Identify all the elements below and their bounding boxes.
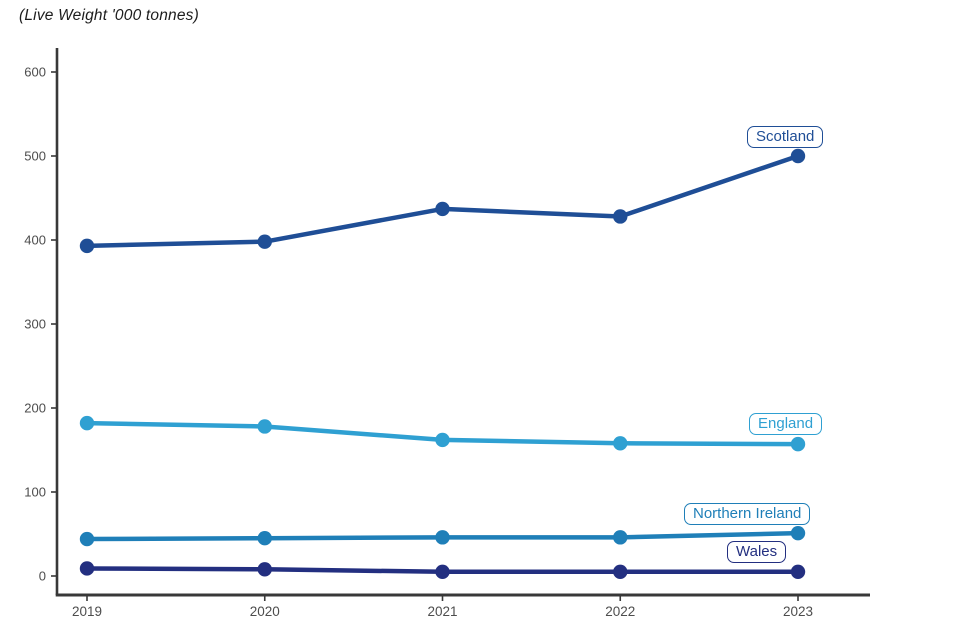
y-tick-label: 600 bbox=[24, 65, 46, 80]
series-label-scotland: Scotland bbox=[747, 126, 824, 148]
data-point-wales-2021 bbox=[435, 564, 450, 579]
data-point-wales-2019 bbox=[79, 561, 95, 576]
series-line-scotland bbox=[84, 153, 801, 249]
y-tick-label: 100 bbox=[24, 485, 46, 500]
data-point-england-2023 bbox=[790, 436, 806, 452]
data-point-scotland-2022 bbox=[613, 209, 628, 224]
data-point-england-2019 bbox=[79, 415, 95, 431]
x-tick-label: 2019 bbox=[72, 604, 102, 619]
x-tick-label: 2023 bbox=[783, 604, 813, 619]
series-label-wales: Wales bbox=[727, 541, 787, 563]
data-point-scotland-2020 bbox=[257, 234, 272, 249]
data-point-england-2020 bbox=[257, 419, 272, 434]
y-tick-label: 0 bbox=[39, 569, 46, 584]
data-point-wales-2020 bbox=[257, 562, 272, 577]
series-label-northern-ireland: Northern Ireland bbox=[684, 503, 811, 525]
data-point-northern-ireland-2020 bbox=[257, 531, 272, 546]
data-point-scotland-2023 bbox=[790, 148, 806, 164]
data-point-scotland-2021 bbox=[435, 201, 450, 217]
y-tick-label: 300 bbox=[24, 317, 46, 332]
data-point-northern-ireland-2019 bbox=[79, 531, 95, 547]
series-label-england: England bbox=[749, 413, 823, 435]
x-tick-label: 2021 bbox=[427, 604, 457, 619]
y-tick-label: 200 bbox=[24, 401, 46, 416]
data-point-england-2021 bbox=[435, 432, 450, 448]
data-point-northern-ireland-2021 bbox=[435, 530, 450, 545]
x-tick-label: 2022 bbox=[605, 604, 635, 619]
data-point-northern-ireland-2023 bbox=[790, 525, 806, 541]
chart-title: (Live Weight '000 tonnes) bbox=[19, 7, 199, 24]
x-tick-label: 2020 bbox=[250, 604, 280, 619]
data-point-scotland-2019 bbox=[79, 238, 95, 254]
data-point-wales-2022 bbox=[613, 564, 628, 579]
y-tick-label: 500 bbox=[24, 149, 46, 164]
data-point-northern-ireland-2022 bbox=[613, 530, 628, 545]
data-point-wales-2023 bbox=[790, 564, 806, 579]
data-point-england-2022 bbox=[613, 436, 628, 451]
y-tick-label: 400 bbox=[24, 233, 46, 248]
